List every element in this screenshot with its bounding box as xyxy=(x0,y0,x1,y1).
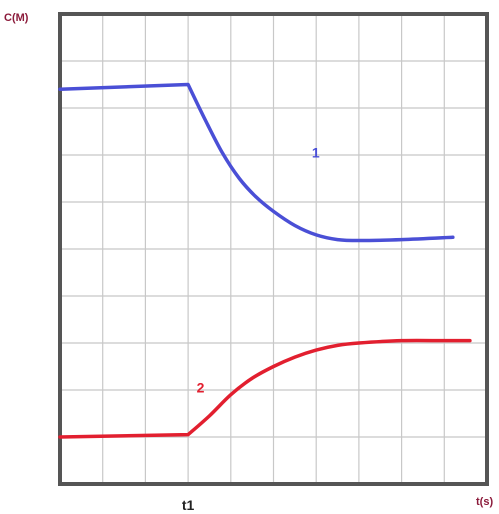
series-1-line xyxy=(58,82,455,243)
series-labels: 12 xyxy=(197,144,320,395)
x-tick-label: t1 xyxy=(182,497,195,513)
series-2-label: 2 xyxy=(197,379,205,395)
series-1-label: 1 xyxy=(312,144,320,160)
series-lines xyxy=(58,82,472,439)
y-axis-label: C(M) xyxy=(4,12,29,24)
x-tick-labels: t1 xyxy=(182,497,195,513)
grid xyxy=(60,14,487,484)
x-axis-label: t(s) xyxy=(476,496,493,508)
plot-frame xyxy=(58,12,489,486)
series-2-line xyxy=(58,338,472,439)
